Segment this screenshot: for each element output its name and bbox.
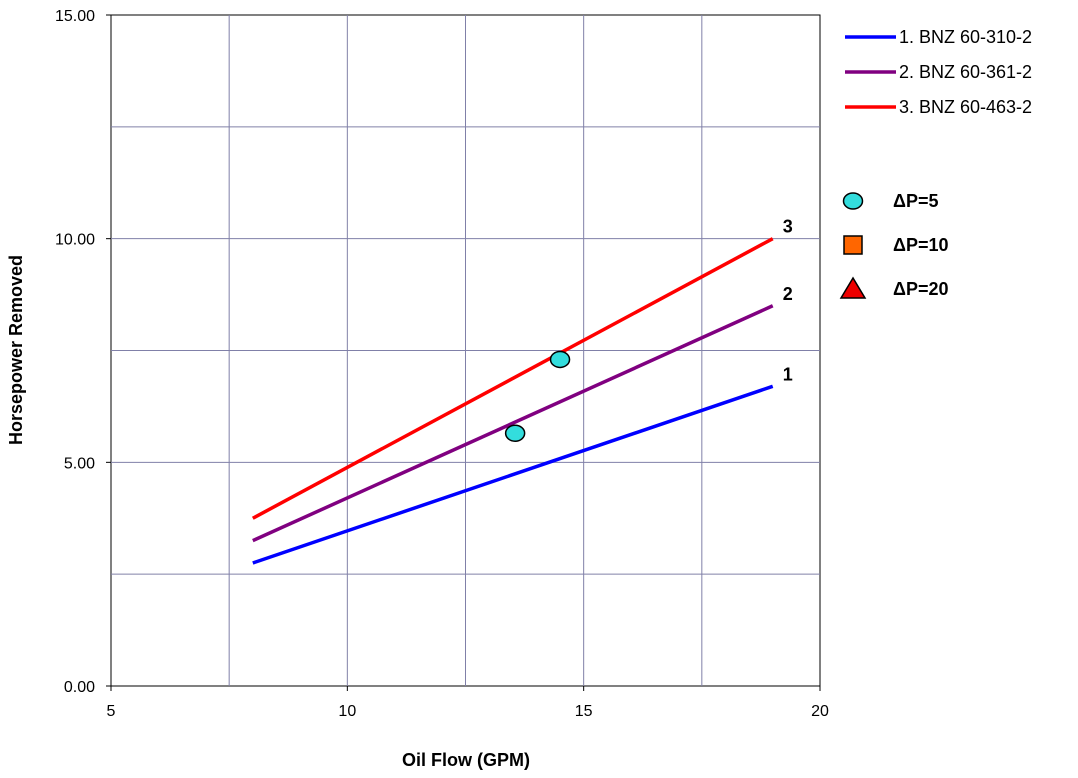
- legend-marker-triangle: [839, 276, 867, 299]
- x-tick-label: 20: [811, 703, 829, 720]
- series-lines: 1 2 3: [251, 217, 793, 565]
- series-end-label-1: 1: [783, 364, 793, 384]
- x-tick-label: 10: [338, 703, 356, 720]
- legend-marker-square: [843, 235, 863, 255]
- legend-marker-circle: [842, 192, 864, 210]
- series-end-label-2: 2: [783, 284, 793, 304]
- data-point: [504, 424, 526, 443]
- y-tick-label: 10.00: [55, 232, 95, 249]
- legend-marker-label: ΔP=20: [893, 279, 948, 299]
- series-line-2: [252, 304, 774, 543]
- x-axis-ticks: 5 10 15 20: [107, 686, 829, 720]
- x-tick-label: 5: [107, 703, 116, 720]
- legend-series-label: 1. BNZ 60-310-2: [899, 27, 1032, 47]
- data-points: [504, 350, 571, 443]
- legend: 1. BNZ 60-310-2 2. BNZ 60-361-2 3. BNZ 60-…: [839, 27, 1032, 299]
- legend-series-label: 3. BNZ 60-463-2: [899, 97, 1032, 117]
- data-point: [549, 350, 571, 369]
- legend-series-label: 2. BNZ 60-361-2: [899, 62, 1032, 82]
- legend-marker-label: ΔP=5: [893, 191, 938, 211]
- series-line-3: [251, 237, 774, 520]
- y-tick-label: 5.00: [64, 455, 95, 472]
- series-line-1: [252, 384, 774, 565]
- legend-marker-label: ΔP=10: [893, 235, 948, 255]
- x-tick-label: 15: [575, 703, 593, 720]
- y-tick-label: 0.00: [64, 679, 95, 696]
- x-axis-title: Oil Flow (GPM): [402, 750, 530, 770]
- y-tick-label: 15.00: [55, 8, 95, 25]
- series-end-label-3: 3: [783, 217, 793, 237]
- grid: [111, 15, 820, 686]
- y-axis-ticks: 0.00 5.00 10.00 15.00: [55, 8, 111, 696]
- y-axis-title: Horsepower Removed: [6, 255, 26, 445]
